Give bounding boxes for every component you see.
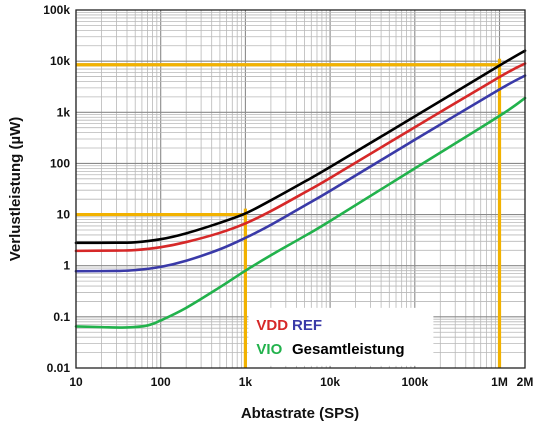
series-lines (74, 49, 527, 329)
y-tick-label: 10 (57, 208, 71, 222)
legend-entry-gesamtleistung: Gesamtleistung (292, 341, 405, 358)
y-tick-label: 1k (57, 105, 71, 119)
x-tick-label: 1k (239, 375, 253, 389)
series-line-vio (74, 96, 527, 329)
y-tick-label: 1 (63, 259, 70, 273)
y-tick-label: 0.1 (53, 310, 70, 324)
y-tick-label: 100k (43, 3, 70, 17)
series-line-vdd (74, 62, 527, 253)
x-tick-label: 100k (401, 375, 428, 389)
y-tick-label: 0.01 (47, 361, 71, 375)
x-tick-label: 100 (151, 375, 171, 389)
y-tick-label: 10k (50, 54, 70, 68)
legend-entry-vdd: VDD (256, 317, 288, 334)
legend-entry-vio: VIO (256, 341, 282, 358)
y-axis-label: Verlustleistung (µW) (7, 117, 24, 262)
x-tick-label: 1M (491, 375, 508, 389)
highlight-lines (76, 58, 502, 368)
series-line-gesamtleistung (74, 49, 527, 245)
legend-box (248, 307, 434, 366)
y-tick-label: 100 (50, 156, 70, 170)
plot-frame (75, 9, 526, 369)
x-tick-label: 10k (320, 375, 340, 389)
x-tick-label: 2M (517, 375, 534, 389)
x-axis-label: Abtastrate (SPS) (241, 405, 359, 422)
legend: VDD REF VIO Gesamtleistung (248, 307, 434, 366)
legend-entry-ref: REF (292, 317, 322, 334)
x-tick-label: 10 (69, 375, 83, 389)
series-line-ref (74, 74, 527, 273)
tick-labels: 10 100 1k 10k 100k 1M 2M 0.01 0.1 1 10 100 1k 10k 100k (43, 3, 533, 389)
